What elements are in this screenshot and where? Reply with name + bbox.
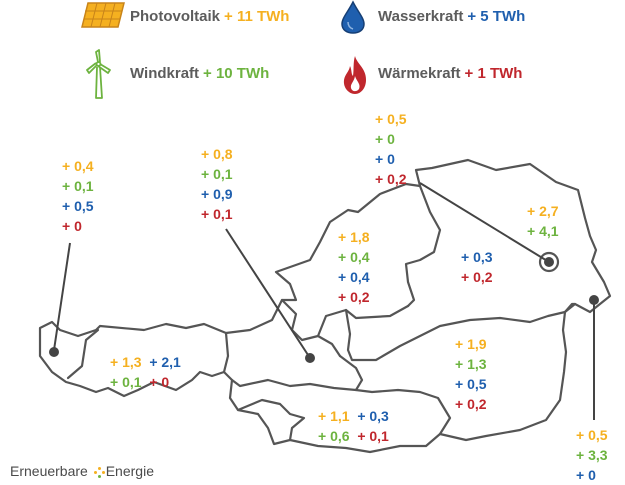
- tirol-pv: + 1,3: [110, 354, 142, 370]
- oberoesterreich-hydro: + 0,4: [338, 269, 370, 285]
- brand-dots-icon: [92, 466, 106, 479]
- salzburg-heat: + 0,1: [201, 206, 233, 222]
- legend-wasserkraft-name: Wasserkraft: [378, 8, 464, 25]
- kaernten-pv: + 1,1: [318, 408, 350, 424]
- legend-windkraft: Windkraft + 10 TWh: [130, 65, 269, 82]
- burgenland-hydro: + 0: [576, 467, 596, 483]
- salzburg-pv: + 0,8: [201, 146, 233, 162]
- steiermark-pv: + 1,9: [455, 336, 487, 352]
- salzburg-values: + 0,8 + 0,1 + 0,9 + 0,1: [201, 144, 233, 224]
- legend-windkraft-name: Windkraft: [130, 65, 200, 82]
- steiermark-values: + 1,9 + 1,3 + 0,5 + 0,2: [455, 334, 487, 414]
- niederoesterreich-hydro: + 0,3: [461, 249, 493, 265]
- wien-pv: + 0,5: [375, 111, 407, 127]
- legend-waermekraft-amount: + 1 TWh: [464, 65, 523, 82]
- vorarlberg-wind: + 0,1: [62, 178, 94, 194]
- vorarlberg-values: + 0,4 + 0,1 + 0,5 + 0: [62, 156, 94, 236]
- vorarlberg-pv: + 0,4: [62, 158, 94, 174]
- wind-turbine-icon: [86, 49, 111, 99]
- brand-logo: Erneuerbare Energie: [10, 463, 154, 479]
- wien-outline: [538, 251, 560, 273]
- burgenland-wind: + 3,3: [576, 447, 608, 463]
- vorarlberg-hydro: + 0,5: [62, 198, 94, 214]
- brand-word-erneuerbare: Erneuerbare: [10, 463, 88, 479]
- steiermark-hydro: + 0,5: [455, 376, 487, 392]
- steiermark-heat: + 0,2: [455, 396, 487, 412]
- legend-photovoltaik-name: Photovoltaik: [130, 8, 221, 25]
- kaernten-hydro: + 0,3: [357, 408, 389, 424]
- wien-wind: + 0: [375, 131, 395, 147]
- wien-hydro: + 0: [375, 151, 395, 167]
- tirol-heat: + 0: [149, 374, 170, 390]
- oberoesterreich-values: + 1,8 + 0,4 + 0,4 + 0,2: [338, 227, 370, 307]
- kaernten-heat: + 0,1: [357, 428, 389, 444]
- oberoesterreich-heat: + 0,2: [338, 289, 370, 305]
- legend-wasserkraft-amount: + 5 TWh: [467, 8, 526, 25]
- niederoesterreich-pv: + 2,7: [527, 203, 559, 219]
- wien-values: + 0,5 + 0 + 0 + 0,2: [375, 109, 407, 189]
- kaernten-wind: + 0,6: [318, 428, 350, 444]
- niederoesterreich-heat: + 0,2: [461, 269, 493, 285]
- tirol-wind: + 0,1: [110, 374, 142, 390]
- niederoesterreich-hydro-heat: + 0,3 + 0,2: [461, 247, 493, 287]
- burgenland-values: + 0,5 + 3,3 + 0: [576, 425, 608, 485]
- steiermark-wind: + 1,3: [455, 356, 487, 372]
- austria-border: [38, 158, 612, 454]
- tirol-hydro: + 2,1: [149, 354, 181, 370]
- wien-heat: + 0,2: [375, 171, 407, 187]
- vorarlberg-heat: + 0: [62, 218, 82, 234]
- brand-word-energie: Energie: [105, 463, 154, 479]
- niederoesterreich-pv-wind: + 2,7 + 4,1: [527, 201, 559, 241]
- legend-windkraft-amount: + 10 TWh: [203, 65, 270, 82]
- water-drop-icon: [341, 0, 365, 34]
- oberoesterreich-pv: + 1,8: [338, 229, 370, 245]
- salzburg-hydro: + 0,9: [201, 186, 233, 202]
- tirol-values: + 1,3 + 2,1 + 0,1 + 0: [110, 352, 181, 392]
- legend-photovoltaik: Photovoltaik + 11 TWh: [130, 8, 289, 25]
- oberoesterreich-wind: + 0,4: [338, 249, 370, 265]
- kaernten-values: + 1,1 + 0,3 + 0,6 + 0,1: [318, 406, 389, 446]
- legend-wasserkraft: Wasserkraft + 5 TWh: [378, 8, 525, 25]
- burgenland-pv: + 0,5: [576, 427, 608, 443]
- niederoesterreich-wind: + 4,1: [527, 223, 559, 239]
- legend-waermekraft: Wärmekraft + 1 TWh: [378, 65, 522, 82]
- salzburg-wind: + 0,1: [201, 166, 233, 182]
- legend-waermekraft-name: Wärmekraft: [378, 65, 461, 82]
- flame-icon: [343, 56, 366, 94]
- solar-panel-icon: [81, 2, 125, 28]
- legend-photovoltaik-amount: + 11 TWh: [224, 8, 290, 25]
